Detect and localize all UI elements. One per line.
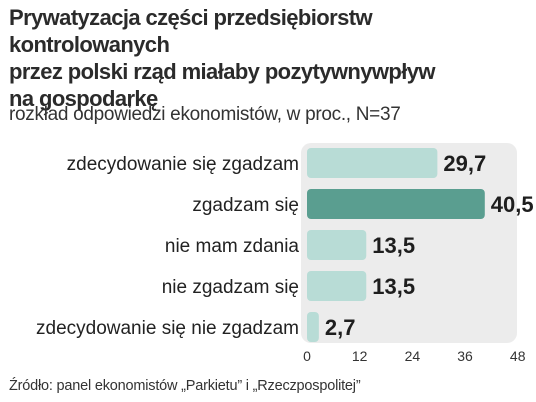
value-label-3: 13,5 <box>372 233 415 258</box>
x-tick-label-3: 24 <box>405 348 421 364</box>
x-tick-label-2: 12 <box>352 348 368 364</box>
bar-1 <box>307 148 438 178</box>
value-label-5: 2,7 <box>325 315 356 340</box>
value-label-4: 13,5 <box>372 274 415 299</box>
x-tick-label-1: 0 <box>303 348 311 364</box>
category-label-2: zgadzam się <box>192 195 299 216</box>
x-tick-label-5: 48 <box>510 348 526 364</box>
title-line-1: Prywatyzacja części przedsiębiorstw kont… <box>9 5 373 57</box>
category-label-3: nie mam zdania <box>165 236 300 257</box>
bar-5 <box>307 312 319 342</box>
source-note: Źródło: panel ekonomistów „Parkietu” i „… <box>9 378 361 394</box>
title-line-2: przez polski rząd miałaby pozytywnywpływ <box>9 59 436 84</box>
category-label-1: zdecydowanie się zgadzam <box>67 154 299 175</box>
value-label-1: 29,7 <box>443 151 486 176</box>
title-line-3: na gospodarkę <box>9 86 158 111</box>
value-label-2: 40,5 <box>491 192 534 217</box>
bar-4 <box>307 271 367 301</box>
bar-2 <box>307 189 485 219</box>
chart-title: Prywatyzacja części przedsiębiorstw kont… <box>9 4 529 112</box>
category-label-4: nie zgadzam się <box>162 277 299 298</box>
category-label-5: zdecydowanie się nie zgadzam <box>36 318 299 339</box>
x-tick-label-4: 36 <box>457 348 473 364</box>
bar-3 <box>307 230 367 260</box>
chart-subtitle: rozkład odpowiedzi ekonomistów, w proc.,… <box>9 104 401 125</box>
